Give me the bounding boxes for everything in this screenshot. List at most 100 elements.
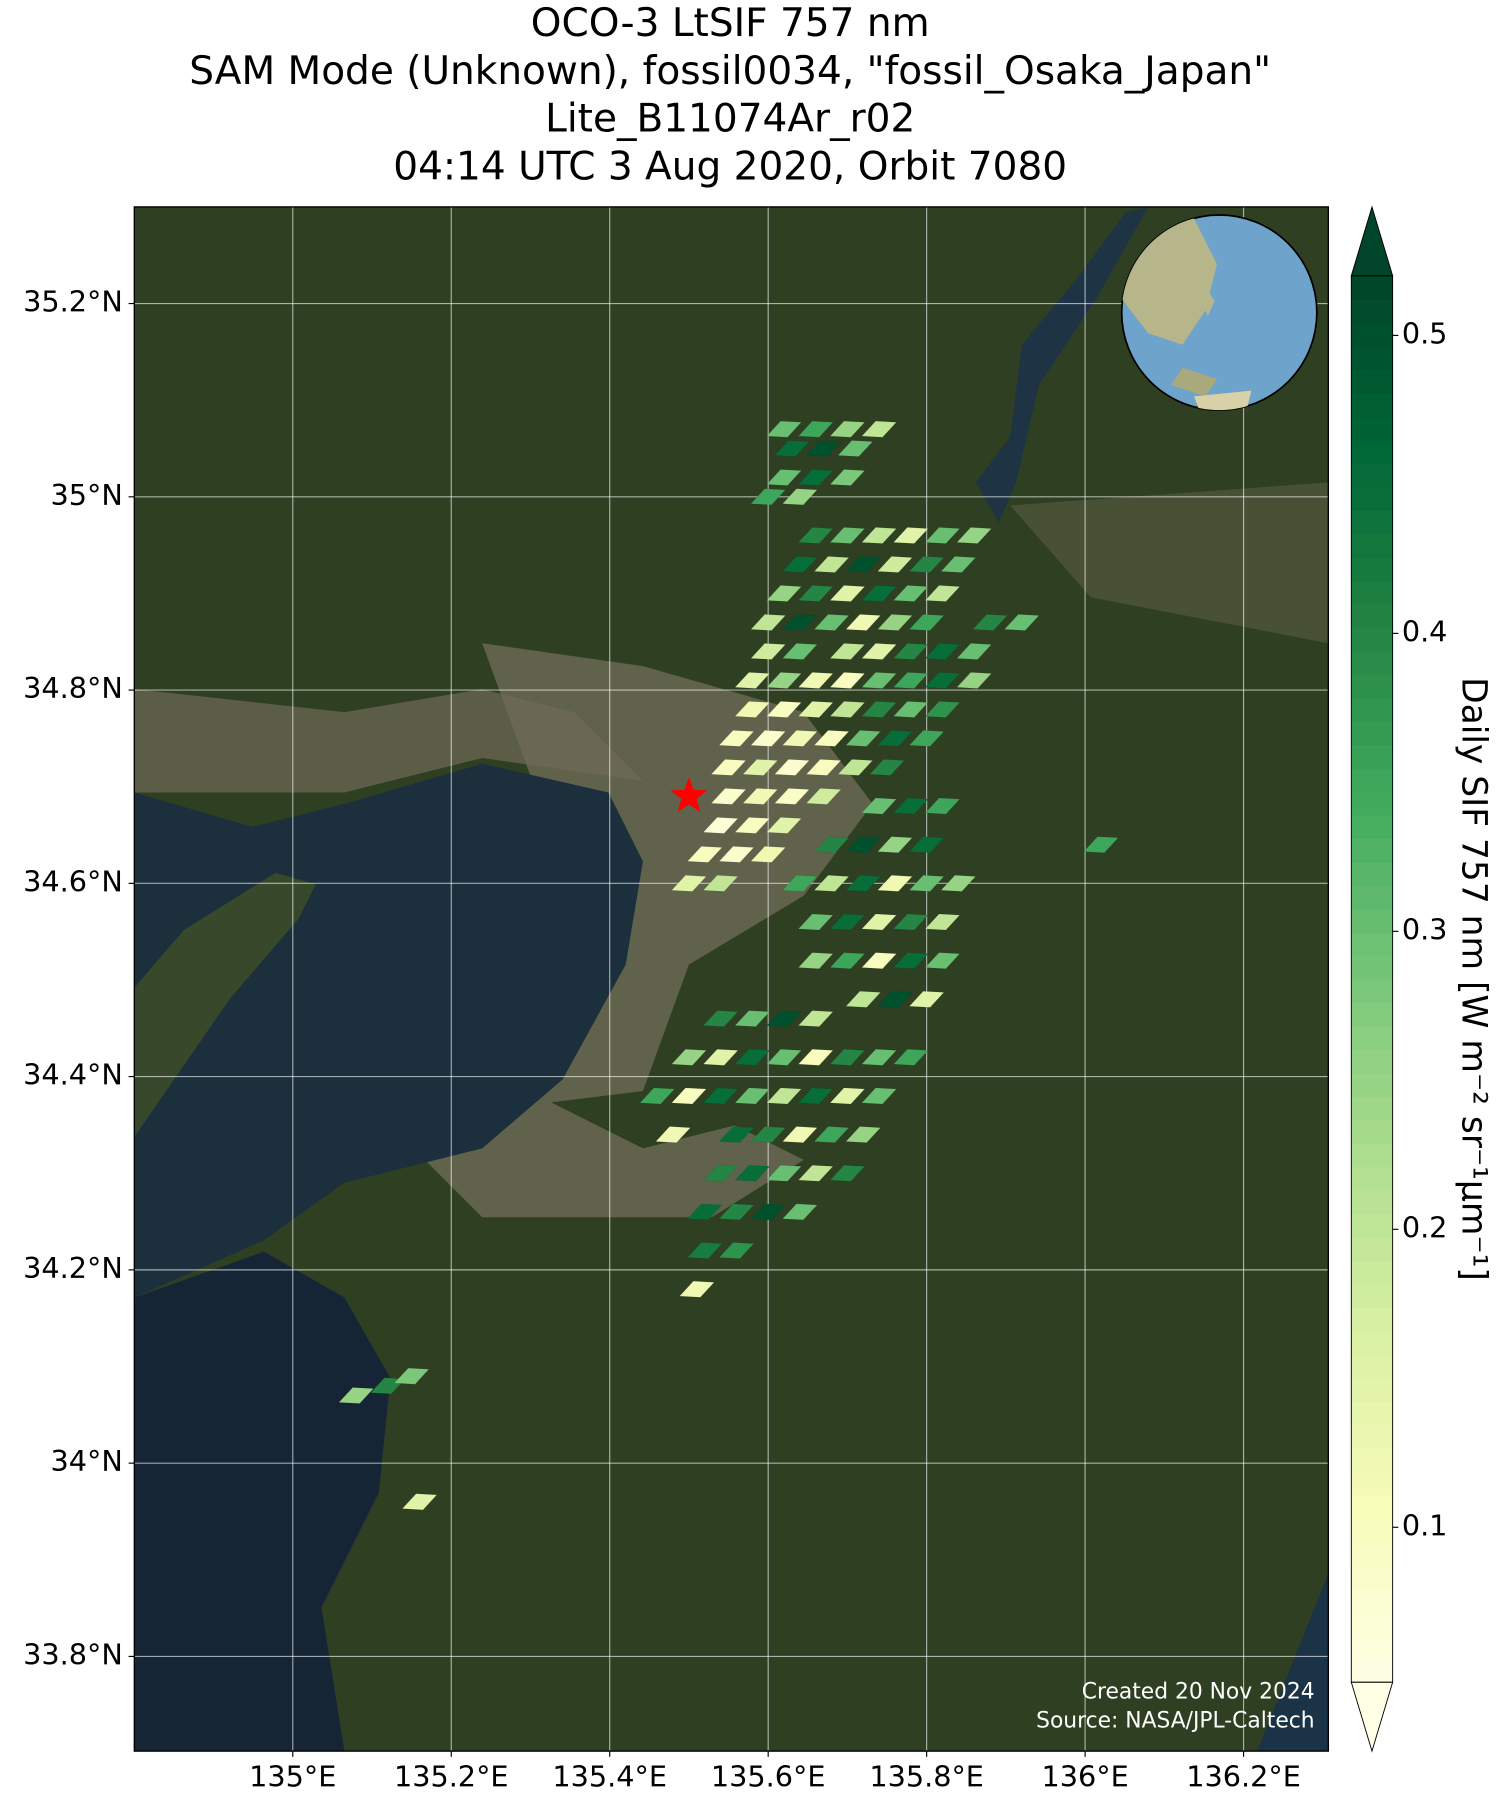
sif-footprint bbox=[805, 440, 842, 457]
colorbar-swatch bbox=[1351, 1400, 1393, 1426]
sif-footprint bbox=[908, 730, 945, 747]
created-note: Created 20 Nov 2024 bbox=[1082, 1680, 1315, 1705]
footprints bbox=[338, 420, 1119, 1511]
sif-footprint bbox=[829, 913, 866, 931]
sif-footprint bbox=[702, 1087, 739, 1105]
y-tick-label: 33.8°N bbox=[23, 1637, 123, 1671]
colorbar-swatch bbox=[1351, 299, 1393, 324]
sif-footprint bbox=[829, 585, 866, 602]
sif-footprint bbox=[892, 672, 929, 689]
colorbar-swatch bbox=[1351, 838, 1393, 863]
y-tick-label: 34.2°N bbox=[23, 1251, 123, 1285]
sif-footprint bbox=[892, 1048, 929, 1066]
sif-footprint bbox=[774, 440, 810, 457]
sif-footprint bbox=[797, 913, 834, 931]
sif-footprint bbox=[742, 788, 779, 805]
sif-footprint bbox=[401, 1493, 438, 1511]
sif-footprint bbox=[750, 1126, 787, 1143]
sif-footprint bbox=[805, 759, 842, 776]
title-line: 04:14 UTC 3 Aug 2020, Orbit 7080 bbox=[393, 145, 1067, 190]
colorbar-swatch bbox=[1351, 1236, 1393, 1261]
sif-footprint bbox=[908, 614, 945, 631]
y-tick-label: 35°N bbox=[51, 478, 123, 512]
sif-footprint bbox=[845, 730, 882, 747]
sif-footprint bbox=[686, 1242, 723, 1259]
sif-footprint bbox=[861, 701, 897, 718]
colorbar-swatch bbox=[1351, 369, 1393, 394]
colorbar-swatch bbox=[1351, 814, 1393, 840]
map-frame bbox=[133, 206, 1330, 1752]
colorbar-swatch bbox=[1351, 1166, 1393, 1191]
sif-footprint bbox=[766, 1048, 802, 1066]
colorbar-tick-label: 0.2 bbox=[1402, 1210, 1448, 1244]
sif-footprint bbox=[750, 730, 787, 747]
sif-footprint bbox=[734, 817, 771, 834]
sif-footprint bbox=[908, 990, 945, 1008]
sif-footprint bbox=[845, 614, 882, 631]
colorbar-label: Daily SIF 757 nm [W m⁻² sr⁻¹μm⁻¹] bbox=[1453, 677, 1493, 1281]
sif-footprint bbox=[877, 990, 913, 1008]
colorbar-swatch bbox=[1351, 580, 1393, 605]
sif-footprint bbox=[671, 1087, 707, 1105]
sif-footprint bbox=[829, 469, 866, 486]
colorbar-swatch bbox=[1351, 1213, 1393, 1238]
colorbar-tick-label: 0.1 bbox=[1402, 1508, 1448, 1542]
y-tick-label: 34.4°N bbox=[23, 1058, 123, 1092]
y-tick-label: 35.2°N bbox=[23, 285, 123, 319]
sif-footprint bbox=[813, 1126, 850, 1143]
colorbar-swatch bbox=[1351, 1494, 1393, 1519]
sif-footprint bbox=[734, 1087, 771, 1105]
sif-footprint bbox=[686, 846, 723, 863]
sif-footprint bbox=[892, 952, 929, 969]
x-tick-label: 135°E bbox=[249, 1760, 336, 1794]
colorbar: 0.1 0.2 0.3 0.4 0.5 Daily SIF 757 nm [W m⁻² s… bbox=[1350, 205, 1493, 1753]
colorbar-swatch bbox=[1351, 533, 1393, 558]
colorbar-swatch bbox=[1351, 932, 1393, 957]
x-tick-label: 136°E bbox=[1041, 1760, 1128, 1794]
colorbar-swatch bbox=[1351, 510, 1393, 535]
sif-footprint bbox=[774, 759, 810, 776]
sif-footprint bbox=[940, 875, 977, 892]
colorbar-swatch bbox=[1351, 1189, 1393, 1215]
sif-footprint bbox=[734, 701, 771, 718]
sif-footprint bbox=[892, 797, 929, 815]
colorbar-tick-label: 0.5 bbox=[1402, 316, 1448, 350]
sif-footprint bbox=[829, 672, 866, 689]
sif-footprint bbox=[877, 556, 913, 573]
sif-footprint bbox=[797, 469, 834, 486]
sif-footprint bbox=[710, 759, 747, 776]
sif-footprint bbox=[734, 1048, 771, 1066]
sif-footprint bbox=[877, 614, 913, 631]
colorbar-swatch bbox=[1351, 1588, 1393, 1613]
y-tick-label: 34.8°N bbox=[23, 671, 123, 705]
sif-footprint bbox=[908, 556, 945, 573]
colorbar-swatch bbox=[1351, 1260, 1393, 1285]
colorbar-swatch bbox=[1351, 1330, 1393, 1355]
sif-footprint bbox=[686, 1203, 723, 1221]
sif-footprint bbox=[813, 614, 850, 631]
sif-footprint bbox=[782, 875, 818, 892]
colorbar-swatch bbox=[1351, 322, 1393, 347]
sif-footprint bbox=[750, 488, 787, 506]
colorbar-swatch bbox=[1351, 1354, 1393, 1379]
sif-footprint bbox=[766, 701, 802, 718]
sif-footprint bbox=[829, 952, 866, 969]
sif-footprint bbox=[734, 672, 771, 689]
colorbar-swatch bbox=[1351, 1143, 1393, 1168]
sif-footprint bbox=[956, 672, 993, 689]
x-tick-label: 135.6°E bbox=[711, 1760, 826, 1794]
sif-footprint bbox=[813, 875, 850, 892]
sif-footprint bbox=[797, 952, 834, 969]
sif-footprint bbox=[861, 420, 897, 438]
colorbar-swatch bbox=[1351, 885, 1393, 910]
sif-footprint bbox=[750, 846, 787, 863]
sif-footprint bbox=[861, 797, 897, 815]
colorbar-swatch bbox=[1351, 1424, 1393, 1449]
sif-footprint bbox=[766, 469, 802, 486]
sif-footprint bbox=[845, 1126, 882, 1143]
sif-footprint bbox=[908, 875, 945, 892]
sif-footprint bbox=[797, 420, 834, 438]
colorbar-swatch bbox=[1351, 1025, 1393, 1051]
sif-footprint bbox=[861, 585, 897, 602]
